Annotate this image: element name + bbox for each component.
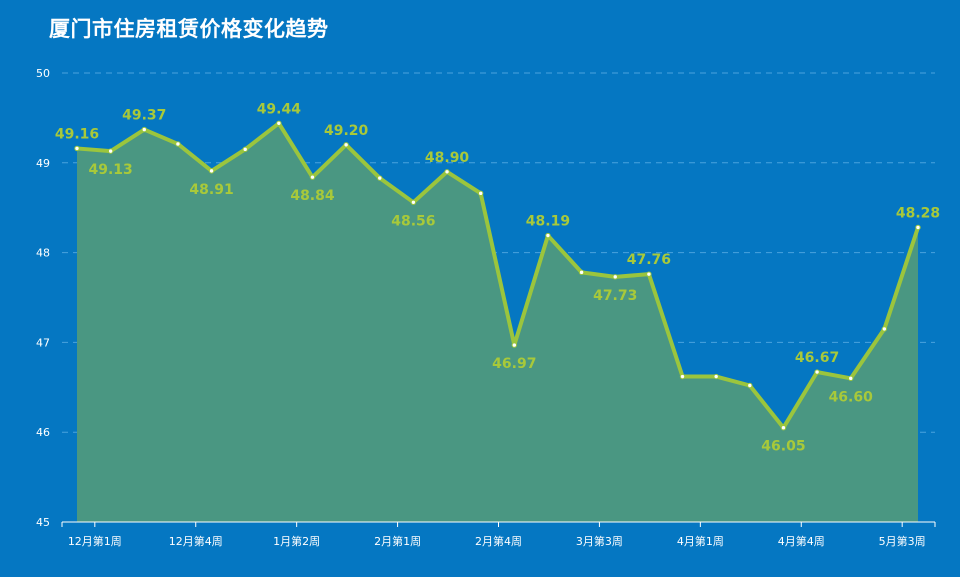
data-point: [477, 190, 484, 197]
data-label: 47.76: [627, 252, 671, 268]
x-tick-label: 1月第2周: [273, 534, 320, 548]
data-point: [107, 148, 114, 154]
data-label: 48.84: [290, 188, 335, 204]
data-label: 48.56: [391, 213, 435, 229]
x-tick-label: 12月第1周: [68, 534, 122, 548]
data-label: 48.28: [896, 205, 940, 221]
y-tick-label: 50: [36, 67, 50, 80]
data-label: 47.73: [593, 288, 637, 304]
data-label: 49.16: [55, 126, 99, 142]
data-point: [646, 271, 652, 277]
x-tick-label: 3月第3周: [576, 534, 623, 548]
data-point: [410, 199, 417, 206]
y-tick-label: 47: [36, 336, 50, 349]
data-point: [309, 174, 316, 180]
x-tick-label: 2月第1周: [374, 534, 421, 548]
chart-title: 厦门市住房租赁价格变化趋势: [49, 17, 329, 41]
data-label: 48.91: [189, 182, 233, 198]
point-layer: [74, 120, 921, 431]
data-label: 46.60: [829, 389, 874, 405]
data-point: [814, 369, 820, 375]
y-tick-label: 46: [36, 426, 50, 439]
data-label: 48.19: [526, 214, 570, 230]
data-label: 49.20: [324, 123, 369, 139]
x-tick-label: 5月第3周: [879, 534, 926, 548]
data-point: [444, 169, 450, 175]
data-point: [780, 425, 787, 431]
data-label: 49.37: [122, 108, 166, 124]
area-layer: [76, 121, 920, 523]
x-tick-label: 2月第4周: [475, 534, 522, 548]
data-label: 48.90: [425, 150, 470, 166]
data-point: [612, 274, 618, 280]
axis-layer: 45 46 47 48 49 50 12月第1周 12月第4周 1月第2周 2月第1周 2月第4周 3…: [36, 67, 936, 548]
data-label: 49.44: [257, 101, 302, 117]
data-point: [242, 146, 248, 153]
data-label: 46.97: [492, 356, 536, 372]
data-label: 46.67: [795, 350, 839, 366]
data-point: [208, 168, 215, 174]
data-point: [175, 141, 181, 147]
data-point: [881, 326, 888, 332]
data-point: [343, 142, 349, 148]
x-tick-label: 12月第4周: [169, 534, 223, 548]
data-point: [713, 373, 719, 380]
y-tick-label: 48: [36, 247, 50, 260]
data-point: [276, 120, 282, 126]
data-label: 46.05: [761, 439, 805, 455]
data-point: [141, 126, 147, 133]
series-line: [76, 121, 920, 430]
area-fill: [77, 123, 918, 523]
data-point: [915, 224, 921, 231]
x-tick-label: 4月第1周: [677, 534, 724, 548]
data-point: [545, 232, 551, 239]
data-point: [377, 175, 383, 181]
data-point: [848, 375, 854, 382]
data-point: [679, 373, 686, 380]
data-point: [74, 145, 80, 152]
y-tick-label: 49: [36, 157, 50, 170]
data-label: 49.13: [88, 162, 132, 178]
data-point: [747, 382, 753, 389]
x-tick-label: 4月第4周: [778, 534, 825, 548]
y-tick-label: 45: [36, 516, 50, 529]
data-point: [511, 342, 518, 348]
data-point: [578, 269, 585, 276]
label-layer: 49.16 49.13 49.37 48.91 49.44 48.84 49.20 48.56…: [55, 101, 940, 454]
